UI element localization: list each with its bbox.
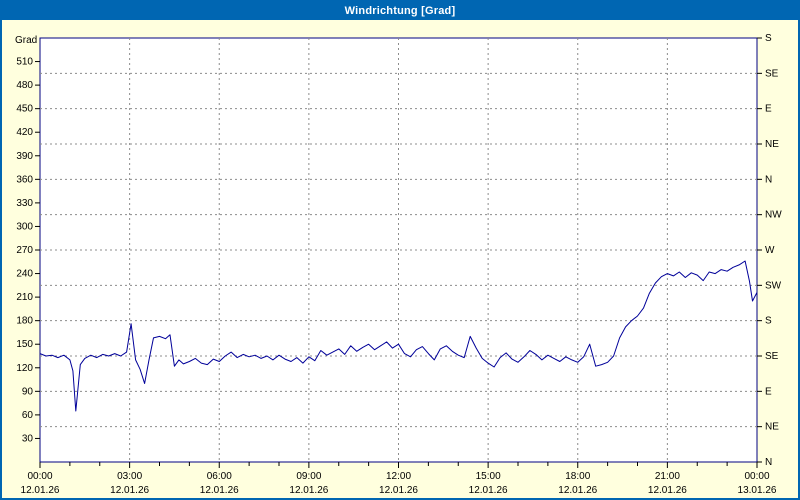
- compass-label: S: [765, 33, 772, 44]
- y-axis-tick-label: 420: [16, 127, 33, 138]
- x-axis-time-label: 18:00: [565, 471, 590, 482]
- x-axis-time-label: 15:00: [476, 471, 501, 482]
- series-line-windrichtung: [39, 260, 758, 412]
- x-axis-date-label: 12.01.26: [110, 485, 149, 496]
- y-axis-tick-label: 90: [22, 386, 34, 397]
- compass-label: N: [765, 174, 772, 185]
- compass-label: NE: [765, 139, 779, 150]
- y-axis-tick-label: 330: [16, 198, 33, 209]
- y-axis-tick-label: 360: [16, 174, 33, 185]
- x-axis-date-label: 13.01.26: [738, 485, 777, 496]
- x-axis-date-label: 12.01.26: [648, 485, 687, 496]
- y-axis-tick-label: 390: [16, 151, 33, 162]
- x-axis-time-label: 03:00: [117, 471, 142, 482]
- y-axis-tick-label: 210: [16, 292, 33, 303]
- y-axis-tick-label: 150: [16, 339, 33, 350]
- y-axis-tick-label: 60: [22, 410, 34, 421]
- compass-label: S: [765, 316, 772, 327]
- y-axis-tick-label: 480: [16, 80, 33, 91]
- compass-label: E: [765, 386, 772, 397]
- x-axis-time-label: 00:00: [744, 471, 769, 482]
- compass-label: NW: [765, 210, 782, 221]
- x-axis-time-label: 12:00: [386, 471, 411, 482]
- y-axis-tick-label: 510: [16, 57, 33, 68]
- compass-label: SW: [765, 280, 782, 291]
- compass-label: E: [765, 104, 772, 115]
- compass-label: W: [765, 245, 775, 256]
- compass-label: N: [765, 457, 772, 468]
- window-title: Windrichtung [Grad]: [344, 5, 456, 17]
- x-axis-date-label: 12.01.26: [469, 485, 508, 496]
- y-axis-tick-label: 270: [16, 245, 33, 256]
- y-axis-tick-label: 300: [16, 221, 33, 232]
- compass-label: SE: [765, 68, 779, 79]
- x-axis-date-label: 12.01.26: [558, 485, 597, 496]
- y-axis-tick-label: 120: [16, 363, 33, 374]
- y-axis-tick-label: 180: [16, 316, 33, 327]
- x-axis-date-label: 12.01.26: [379, 485, 418, 496]
- compass-label: SE: [765, 351, 779, 362]
- x-axis-time-label: 21:00: [655, 471, 680, 482]
- x-axis-time-label: 06:00: [207, 471, 232, 482]
- x-axis-date-label: 12.01.26: [21, 485, 60, 496]
- x-axis-date-label: 12.01.26: [200, 485, 239, 496]
- compass-label: NE: [765, 422, 779, 433]
- x-axis-time-label: 00:00: [27, 471, 52, 482]
- y-axis-unit-label: Grad: [15, 35, 38, 46]
- x-axis-time-label: 09:00: [296, 471, 321, 482]
- x-axis-date-label: 12.01.26: [289, 485, 328, 496]
- y-axis-tick-label: 240: [16, 269, 33, 280]
- y-axis-tick-label: 450: [16, 104, 33, 115]
- y-axis-tick-label: 30: [22, 433, 34, 444]
- window-titlebar: Windrichtung [Grad]: [2, 2, 798, 20]
